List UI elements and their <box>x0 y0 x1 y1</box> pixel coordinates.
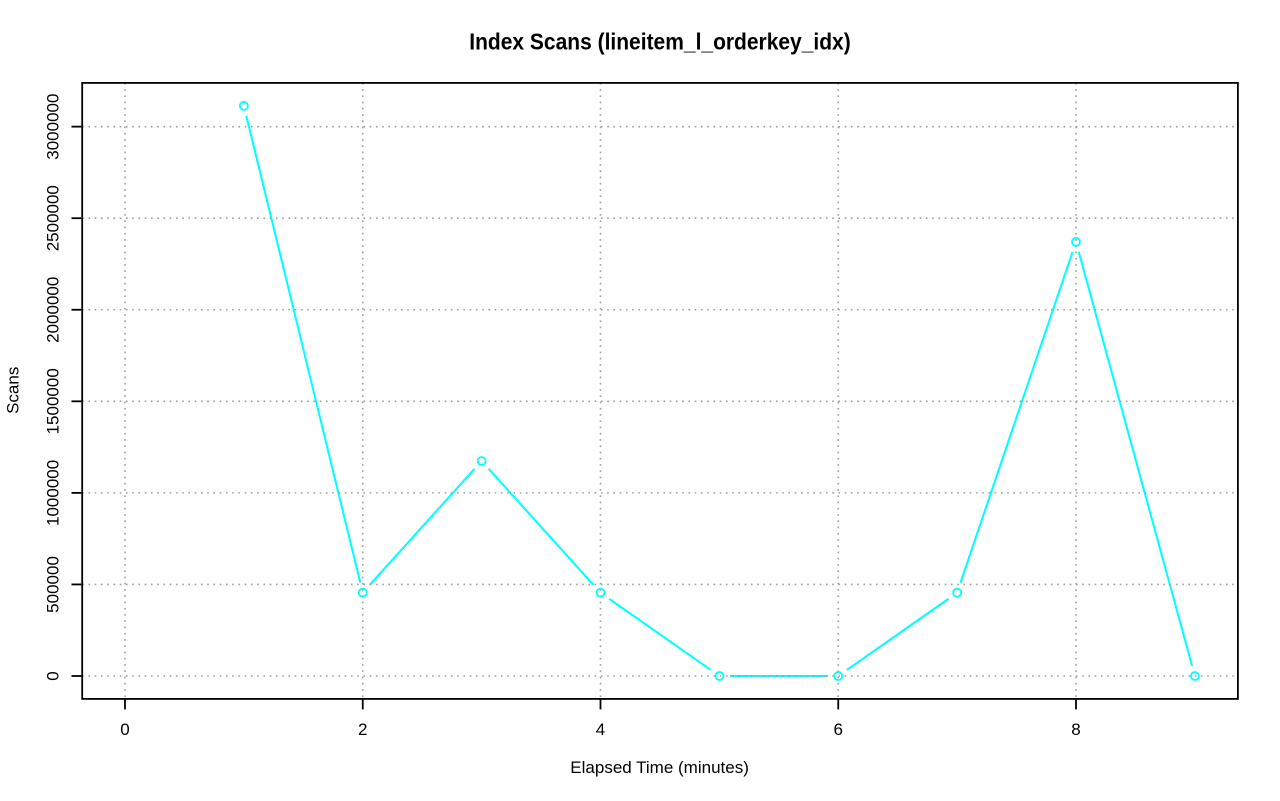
svg-text:Index Scans (lineitem_l_orderk: Index Scans (lineitem_l_orderkey_idx) <box>469 29 850 55</box>
svg-text:0: 0 <box>120 720 129 739</box>
svg-text:2500000: 2500000 <box>44 185 63 251</box>
svg-text:0: 0 <box>44 671 63 680</box>
svg-text:Elapsed Time (minutes): Elapsed Time (minutes) <box>570 758 749 777</box>
svg-text:6: 6 <box>834 720 843 739</box>
svg-text:2000000: 2000000 <box>44 277 63 343</box>
svg-text:1500000: 1500000 <box>44 368 63 434</box>
svg-text:1000000: 1000000 <box>44 460 63 526</box>
svg-text:2: 2 <box>358 720 367 739</box>
svg-text:4: 4 <box>596 720 605 739</box>
svg-text:3000000: 3000000 <box>44 94 63 160</box>
svg-text:8: 8 <box>1071 720 1080 739</box>
svg-text:Scans: Scans <box>4 367 23 414</box>
svg-text:500000: 500000 <box>44 556 63 613</box>
